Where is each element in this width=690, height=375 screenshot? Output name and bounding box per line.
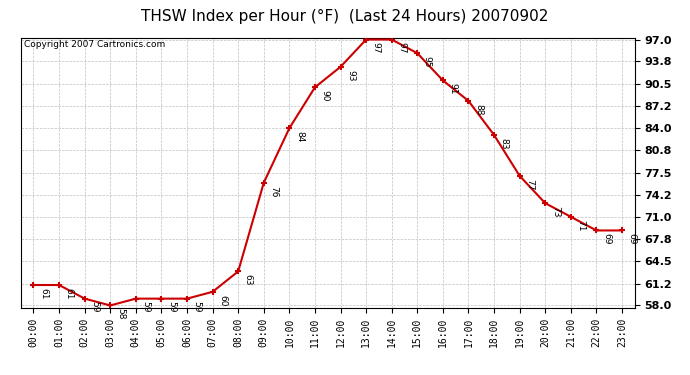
Text: 84: 84 [295,131,304,142]
Text: 59: 59 [167,302,176,313]
Text: 58: 58 [116,308,125,320]
Text: 59: 59 [141,302,150,313]
Text: 88: 88 [474,104,483,115]
Text: 83: 83 [500,138,509,149]
Text: 71: 71 [576,220,585,231]
Text: 91: 91 [448,83,457,95]
Text: 76: 76 [269,186,278,197]
Text: 97: 97 [397,42,406,54]
Text: 61: 61 [65,288,74,299]
Text: 97: 97 [372,42,381,54]
Text: 59: 59 [193,302,201,313]
Text: 69: 69 [602,233,611,245]
Text: THSW Index per Hour (°F)  (Last 24 Hours) 20070902: THSW Index per Hour (°F) (Last 24 Hours)… [141,9,549,24]
Text: 59: 59 [90,302,99,313]
Text: 63: 63 [244,274,253,286]
Text: 60: 60 [218,295,227,306]
Text: Copyright 2007 Cartronics.com: Copyright 2007 Cartronics.com [23,40,165,49]
Text: 90: 90 [321,90,330,102]
Text: 93: 93 [346,70,355,81]
Text: 77: 77 [525,178,534,190]
Text: 95: 95 [423,56,432,68]
Text: 73: 73 [551,206,560,218]
Text: 69: 69 [628,233,637,245]
Text: 61: 61 [39,288,48,299]
